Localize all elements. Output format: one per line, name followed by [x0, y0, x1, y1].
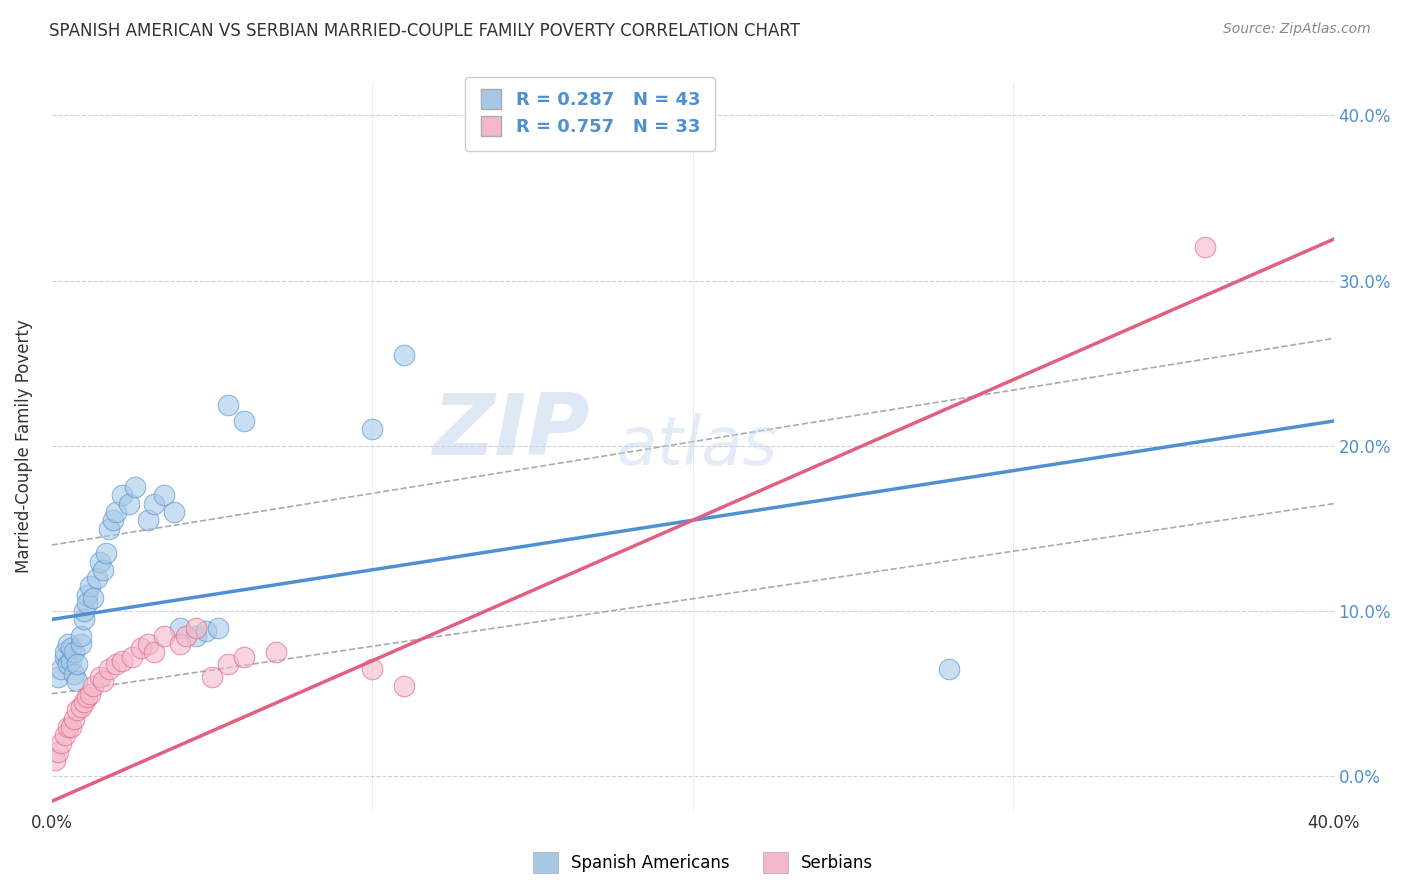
Legend: R = 0.287   N = 43, R = 0.757   N = 33: R = 0.287 N = 43, R = 0.757 N = 33	[465, 77, 714, 151]
Point	[153, 629, 176, 643]
Point	[59, 720, 82, 734]
Point	[66, 673, 89, 688]
Point	[73, 695, 96, 709]
Point	[217, 657, 239, 671]
Point	[82, 591, 104, 605]
Point	[73, 604, 96, 618]
Point	[394, 348, 416, 362]
Point	[1194, 240, 1216, 254]
Point	[136, 513, 159, 527]
Point	[217, 397, 239, 411]
Point	[184, 629, 207, 643]
Point	[111, 488, 134, 502]
Point	[143, 497, 166, 511]
Point	[938, 662, 960, 676]
Point	[124, 480, 146, 494]
Point	[233, 650, 256, 665]
Point	[59, 654, 82, 668]
Point	[46, 745, 69, 759]
Point	[91, 673, 114, 688]
Point	[233, 414, 256, 428]
Point	[76, 596, 98, 610]
Point	[111, 654, 134, 668]
Point	[89, 670, 111, 684]
Point	[118, 497, 141, 511]
Point	[194, 624, 217, 638]
Point	[53, 645, 76, 659]
Text: Source: ZipAtlas.com: Source: ZipAtlas.com	[1223, 22, 1371, 37]
Point	[53, 728, 76, 742]
Point	[66, 703, 89, 717]
Point	[79, 579, 101, 593]
Point	[59, 640, 82, 655]
Point	[44, 753, 66, 767]
Point	[56, 720, 79, 734]
Point	[73, 612, 96, 626]
Point	[153, 488, 176, 502]
Point	[394, 679, 416, 693]
Point	[69, 637, 91, 651]
Point	[104, 657, 127, 671]
Point	[169, 637, 191, 651]
Point	[76, 588, 98, 602]
Point	[201, 670, 224, 684]
Point	[76, 690, 98, 705]
Text: atlas: atlas	[616, 413, 778, 479]
Point	[63, 712, 86, 726]
Point	[79, 687, 101, 701]
Point	[184, 621, 207, 635]
Point	[63, 667, 86, 681]
Point	[63, 645, 86, 659]
Y-axis label: Married-Couple Family Poverty: Married-Couple Family Poverty	[15, 319, 32, 573]
Point	[89, 555, 111, 569]
Point	[91, 563, 114, 577]
Point	[207, 621, 229, 635]
Point	[143, 645, 166, 659]
Point	[361, 662, 384, 676]
Point	[69, 629, 91, 643]
Point	[66, 657, 89, 671]
Point	[264, 645, 287, 659]
Point	[98, 662, 121, 676]
Point	[96, 546, 118, 560]
Text: ZIP: ZIP	[433, 390, 591, 473]
Point	[53, 650, 76, 665]
Text: SPANISH AMERICAN VS SERBIAN MARRIED-COUPLE FAMILY POVERTY CORRELATION CHART: SPANISH AMERICAN VS SERBIAN MARRIED-COUP…	[49, 22, 800, 40]
Point	[162, 505, 184, 519]
Point	[169, 621, 191, 635]
Point	[121, 650, 143, 665]
Legend: Spanish Americans, Serbians: Spanish Americans, Serbians	[526, 846, 880, 880]
Point	[86, 571, 108, 585]
Point	[56, 657, 79, 671]
Point	[98, 521, 121, 535]
Point	[101, 513, 124, 527]
Point	[176, 629, 198, 643]
Point	[51, 662, 73, 676]
Point	[136, 637, 159, 651]
Point	[361, 422, 384, 436]
Point	[104, 505, 127, 519]
Point	[82, 679, 104, 693]
Point	[56, 637, 79, 651]
Point	[69, 700, 91, 714]
Point	[51, 736, 73, 750]
Point	[131, 640, 153, 655]
Point	[46, 670, 69, 684]
